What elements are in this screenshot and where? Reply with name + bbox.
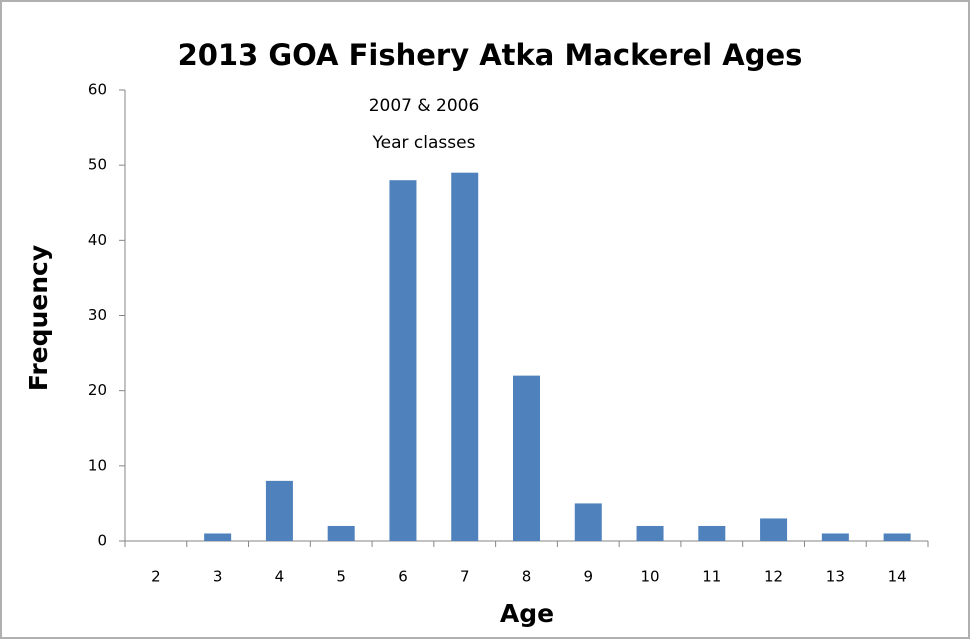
bar	[451, 172, 479, 541]
annotation: Year classes	[372, 133, 476, 153]
y-axis-label: Frequency	[24, 245, 53, 391]
x-tick-label: 10	[640, 568, 659, 586]
bar	[636, 525, 664, 541]
x-tick-label: 9	[583, 568, 593, 586]
chart-title: 2013 GOA Fishery Atka Mackerel Ages	[178, 38, 803, 72]
bar	[698, 525, 726, 541]
y-tick-label: 60	[88, 81, 107, 99]
bar	[389, 180, 417, 541]
x-tick-label: 6	[398, 568, 408, 586]
x-tick-label: 11	[702, 568, 721, 586]
x-tick-label: 5	[336, 568, 346, 586]
x-tick-label: 2	[151, 568, 161, 586]
y-tick-label: 10	[88, 456, 107, 474]
x-tick-label: 7	[460, 568, 470, 586]
bar	[265, 480, 293, 541]
y-tick-label: 40	[88, 231, 107, 249]
y-tick-label: 20	[88, 381, 107, 399]
bar	[513, 375, 540, 541]
bar	[574, 503, 602, 541]
bar	[760, 518, 788, 541]
y-tick-label: 30	[88, 306, 107, 324]
bar	[204, 533, 232, 541]
y-tick-label: 0	[97, 532, 107, 550]
x-tick-label: 3	[213, 568, 223, 586]
x-tick-label: 12	[764, 568, 783, 586]
x-tick-label: 4	[275, 568, 285, 586]
annotation: 2007 & 2006	[369, 96, 480, 116]
y-tick-label: 50	[88, 156, 107, 174]
x-tick-label: 8	[522, 568, 532, 586]
bar	[327, 525, 355, 541]
x-tick-label: 13	[826, 568, 845, 586]
x-tick-label: 14	[888, 568, 907, 586]
bar	[821, 533, 849, 541]
x-axis-label: Age	[500, 599, 554, 628]
bar	[883, 533, 911, 541]
